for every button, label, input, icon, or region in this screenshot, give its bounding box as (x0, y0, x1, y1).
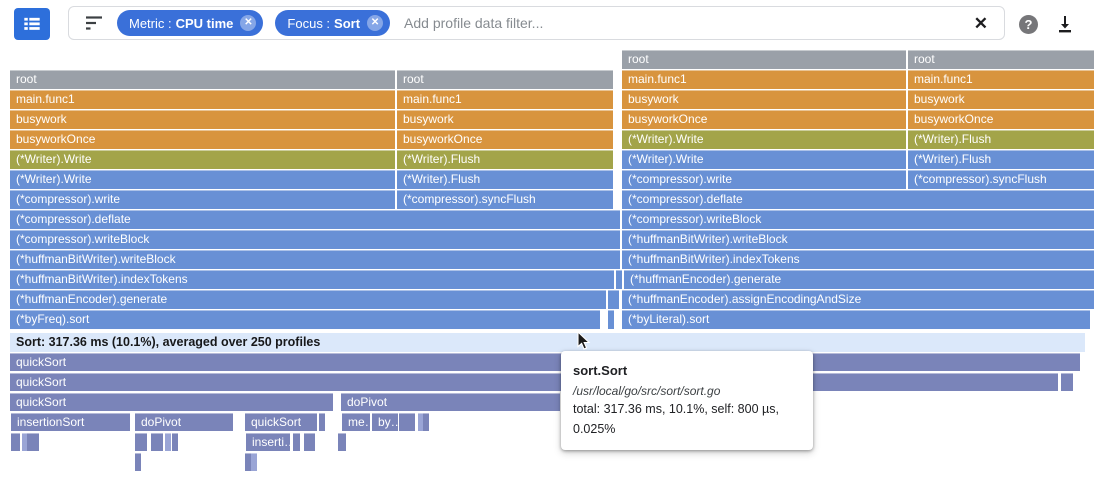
filter-bar: Metric :CPU time ✕ Focus :Sort ✕ ✕ (68, 6, 1005, 40)
flame-cell[interactable] (338, 433, 346, 451)
flame-cell[interactable] (172, 433, 178, 451)
filter-chip-focus[interactable]: Focus : Sort ✕ (275, 10, 391, 36)
flame-cell-quicksort[interactable]: quickSort (245, 413, 317, 431)
flame-cell[interactable] (165, 433, 171, 451)
chip-label: Focus : (287, 15, 331, 31)
frame-tooltip: sort.Sort /usr/local/go/src/sort/sort.go… (561, 351, 813, 450)
flame-cell-huffmanbitwriter-writeblock[interactable]: (*huffmanBitWriter).writeBlock (10, 250, 620, 269)
flame-cell-huffmanbitwriter-writeblock[interactable]: (*huffmanBitWriter).writeBlock (622, 230, 1094, 249)
flame-cell[interactable] (304, 433, 315, 451)
flame-cell-by[interactable]: by… (372, 413, 398, 431)
tooltip-stats: total: 317.36 ms, 10.1%, self: 800 µs, 0… (573, 402, 779, 437)
help-icon[interactable]: ? (1019, 15, 1038, 34)
flame-cell-busyworkonce[interactable]: busyworkOnce (622, 110, 906, 129)
flame-cell[interactable] (245, 453, 251, 471)
flame-cell-huffmanencoder-generate[interactable]: (*huffmanEncoder).generate (10, 290, 606, 309)
flame-cell-huffmanbitwriter-indextokens[interactable]: (*huffmanBitWriter).indexTokens (10, 270, 614, 289)
flame-cell-writer-flush[interactable]: (*Writer).Flush (908, 150, 1094, 169)
flame-cell-compressor-syncflush[interactable]: (*compressor).syncFlush (908, 170, 1094, 189)
flame-cell-huffmanencoder-generate[interactable]: (*huffmanEncoder).generate (624, 270, 1094, 289)
flame-cell-byfreq-sort[interactable]: (*byFreq).sort (10, 310, 600, 329)
chip-label: Metric : (129, 15, 172, 31)
flame-cell-busywork[interactable]: busywork (622, 90, 906, 109)
flame-cell[interactable] (423, 413, 429, 431)
flame-cell-root[interactable]: root (10, 70, 395, 89)
flame-cell-compressor-writeblock[interactable]: (*compressor).writeBlock (10, 230, 620, 249)
flame-cell-busywork[interactable]: busywork (397, 110, 613, 129)
chip-remove-icon[interactable]: ✕ (240, 15, 257, 31)
flame-cell-writer-flush[interactable]: (*Writer).Flush (397, 170, 613, 189)
flame-cell-compressor-deflate[interactable]: (*compressor).deflate (622, 190, 1094, 209)
flame-cell-root[interactable]: root (908, 50, 1094, 69)
flame-cell[interactable] (319, 413, 325, 431)
filter-list-icon (85, 15, 105, 31)
flame-cell-huffmanencoder-assignencodingandsize[interactable]: (*huffmanEncoder).assignEncodingAndSize (622, 290, 1094, 309)
flame-cell-root[interactable]: root (622, 50, 906, 69)
tooltip-source-path: /usr/local/go/src/sort/sort.go (573, 383, 721, 398)
flame-cell[interactable] (293, 433, 300, 451)
flame-cell[interactable] (22, 433, 28, 451)
flame-cell-main-func1[interactable]: main.func1 (622, 70, 906, 89)
flame-cell-quicksort[interactable]: quickSort (10, 393, 333, 411)
view-list-icon (21, 14, 43, 34)
download-icon[interactable] (1053, 12, 1077, 36)
flame-cell[interactable] (151, 433, 163, 451)
flame-cell-compressor-deflate[interactable]: (*compressor).deflate (10, 210, 620, 229)
selected-frame-banner[interactable]: Sort: 317.36 ms (10.1%), averaged over 2… (10, 333, 1085, 352)
flame-cell-byliteral-sort[interactable]: (*byLiteral).sort (622, 310, 1090, 329)
chip-value: CPU time (175, 15, 234, 31)
flame-cell[interactable] (608, 310, 614, 329)
flame-cell[interactable] (1061, 373, 1073, 391)
flame-cell[interactable] (11, 433, 20, 451)
flame-cell-root[interactable]: root (397, 70, 613, 89)
chip-remove-icon[interactable]: ✕ (367, 15, 384, 31)
flame-cell-compressor-syncflush[interactable]: (*compressor).syncFlush (397, 190, 613, 209)
flame-cell[interactable] (613, 290, 619, 309)
flame-cell-writer-write[interactable]: (*Writer).Write (622, 150, 906, 169)
flame-cell-main-func1[interactable]: main.func1 (908, 70, 1094, 89)
flame-cell-inserti[interactable]: inserti… (246, 433, 290, 451)
chip-value: Sort (334, 15, 361, 31)
flame-cell[interactable] (399, 413, 415, 431)
flame-cell-quicksort[interactable]: quickSort (10, 353, 1080, 371)
flame-cell[interactable] (27, 433, 33, 451)
flame-cell[interactable] (135, 433, 147, 451)
flame-cell-compressor-write[interactable]: (*compressor).write (10, 190, 395, 209)
flame-cell-busywork[interactable]: busywork (10, 110, 395, 129)
flame-cell-main-func1[interactable]: main.func1 (10, 90, 395, 109)
flame-cell-busyworkonce[interactable]: busyworkOnce (397, 130, 613, 149)
toolbar: Metric :CPU time ✕ Focus :Sort ✕ ✕ ? (0, 0, 1096, 48)
flame-cell-writer-write[interactable]: (*Writer).Write (622, 130, 906, 149)
flame-cell-writer-flush[interactable]: (*Writer).Flush (908, 130, 1094, 149)
flame-cell-me[interactable]: me… (342, 413, 370, 431)
flame-cell[interactable] (608, 290, 614, 309)
flame-cell-writer-write[interactable]: (*Writer).Write (10, 170, 395, 189)
flame-cell-busyworkonce[interactable]: busyworkOnce (10, 130, 395, 149)
filter-chip-metric[interactable]: Metric : CPU time ✕ (117, 10, 264, 36)
flame-cell-insertionsort[interactable]: insertionSort (11, 413, 130, 431)
menu-button[interactable] (14, 8, 50, 40)
tooltip-function-name: sort.Sort (573, 363, 628, 378)
flame-cell-busyworkonce[interactable]: busyworkOnce (908, 110, 1094, 129)
flame-cell[interactable] (616, 270, 622, 289)
flame-cell-main-func1[interactable]: main.func1 (397, 90, 613, 109)
flame-cell[interactable] (33, 433, 39, 451)
flame-cell[interactable] (135, 453, 141, 471)
flame-cell[interactable] (251, 453, 257, 471)
flame-cell-writer-write[interactable]: (*Writer).Write (10, 150, 395, 169)
filter-input[interactable] (402, 14, 974, 32)
clear-filter-icon[interactable]: ✕ (973, 13, 988, 33)
flame-cell-dopivot[interactable]: doPivot (135, 413, 233, 431)
flame-cell-compressor-writeblock[interactable]: (*compressor).writeBlock (622, 210, 1094, 229)
flame-cell-writer-flush[interactable]: (*Writer).Flush (397, 150, 613, 169)
flame-cell-quicksort[interactable]: quickSort (10, 373, 1058, 391)
flame-cell-huffmanbitwriter-indextokens[interactable]: (*huffmanBitWriter).indexTokens (622, 250, 1094, 269)
flame-cell-busywork[interactable]: busywork (908, 90, 1094, 109)
flame-cell-compressor-write[interactable]: (*compressor).write (622, 170, 906, 189)
flame-cell-dopivot[interactable]: doPivot (341, 393, 560, 411)
flame-cell[interactable] (418, 413, 424, 431)
